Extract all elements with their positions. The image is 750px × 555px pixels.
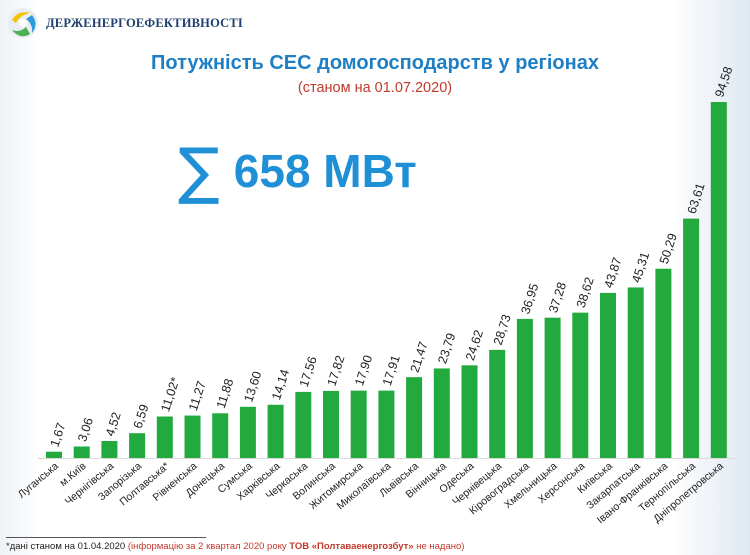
bar-19 bbox=[544, 317, 561, 458]
data-label-24: 63,61 bbox=[685, 181, 708, 215]
data-label-10: 17,56 bbox=[297, 355, 320, 389]
bar-3 bbox=[101, 440, 118, 458]
total-capacity: ∑ 658 МВт bbox=[178, 140, 417, 202]
bar-16 bbox=[461, 365, 478, 458]
data-label-22: 45,31 bbox=[629, 250, 652, 284]
total-value: 658 МВт bbox=[233, 145, 417, 197]
data-label-18: 36,95 bbox=[518, 282, 541, 316]
footnote-note: (інформацію за 2 квартал 2020 року bbox=[127, 541, 290, 552]
data-label-9: 14,14 bbox=[269, 368, 292, 402]
footnote-company: ТОВ «Полтаваенергозбут» bbox=[289, 541, 414, 552]
bar-8 bbox=[239, 406, 256, 458]
data-label-13: 17,91 bbox=[380, 353, 403, 387]
bar-10 bbox=[295, 391, 312, 458]
bar-11 bbox=[323, 390, 339, 458]
data-label-8: 13,60 bbox=[241, 370, 264, 404]
data-label-15: 23,79 bbox=[435, 331, 458, 365]
bar-14 bbox=[406, 377, 423, 458]
logo-icon bbox=[8, 8, 38, 38]
org-name: ДЕРЖЕНЕРГОЕФЕКТИВНОСТІ bbox=[46, 15, 243, 30]
data-label-12: 17,90 bbox=[352, 353, 375, 387]
bar-4 bbox=[129, 433, 146, 458]
footnote-note-end: не надано) bbox=[413, 541, 465, 552]
bar-22 bbox=[627, 287, 644, 458]
bar-1 bbox=[46, 451, 62, 458]
data-label-17: 28,73 bbox=[491, 313, 514, 347]
data-label-25: 94,58 bbox=[712, 65, 735, 99]
bar-6 bbox=[184, 415, 201, 458]
bar-25 bbox=[710, 102, 727, 458]
bar-23 bbox=[655, 268, 672, 458]
data-label-4: 6,59 bbox=[131, 403, 152, 431]
data-label-14: 21,47 bbox=[408, 340, 431, 374]
data-label-11: 17,82 bbox=[325, 354, 348, 388]
bar-18 bbox=[516, 318, 533, 458]
footnote-date: *дані станом на 01.04.2020 bbox=[6, 541, 128, 552]
footnote-divider bbox=[6, 537, 206, 538]
bar-7 bbox=[212, 413, 229, 458]
data-label-7: 11,88 bbox=[214, 377, 237, 410]
bar-9 bbox=[267, 404, 284, 458]
data-label-1: 1,67 bbox=[48, 421, 69, 449]
data-label-2: 3,06 bbox=[75, 416, 96, 444]
data-label-3: 4,52 bbox=[103, 410, 124, 438]
bar-2 bbox=[73, 446, 90, 458]
category-label-1: Луганська bbox=[16, 460, 61, 501]
bar-5 bbox=[156, 416, 173, 458]
bar-17 bbox=[489, 349, 506, 458]
bar-20 bbox=[572, 312, 589, 458]
bar-12 bbox=[350, 390, 367, 458]
background-left-fade bbox=[0, 0, 40, 555]
chart-subtitle: (станом на 01.07.2020) bbox=[297, 80, 453, 96]
data-label-6: 11,27 bbox=[186, 379, 209, 412]
chart-title: Потужність СЕС домогосподарств у регіона… bbox=[151, 52, 599, 74]
data-label-16: 24,62 bbox=[463, 328, 486, 362]
data-label-5: 11,02* bbox=[158, 375, 182, 413]
data-label-19: 37,28 bbox=[546, 280, 569, 314]
bar-15 bbox=[433, 368, 450, 458]
data-label-23: 50,29 bbox=[657, 232, 680, 266]
data-label-20: 38,62 bbox=[574, 275, 597, 309]
org-logo: ДЕРЖЕНЕРГОЕФЕКТИВНОСТІ bbox=[6, 6, 243, 40]
sum-icon: ∑ bbox=[178, 134, 220, 207]
bar-13 bbox=[378, 390, 395, 458]
footnote: *дані станом на 01.04.2020 (інформацію з… bbox=[6, 541, 464, 552]
bar-21 bbox=[600, 292, 616, 458]
data-label-21: 43,87 bbox=[602, 256, 625, 290]
bar-24 bbox=[683, 218, 700, 458]
